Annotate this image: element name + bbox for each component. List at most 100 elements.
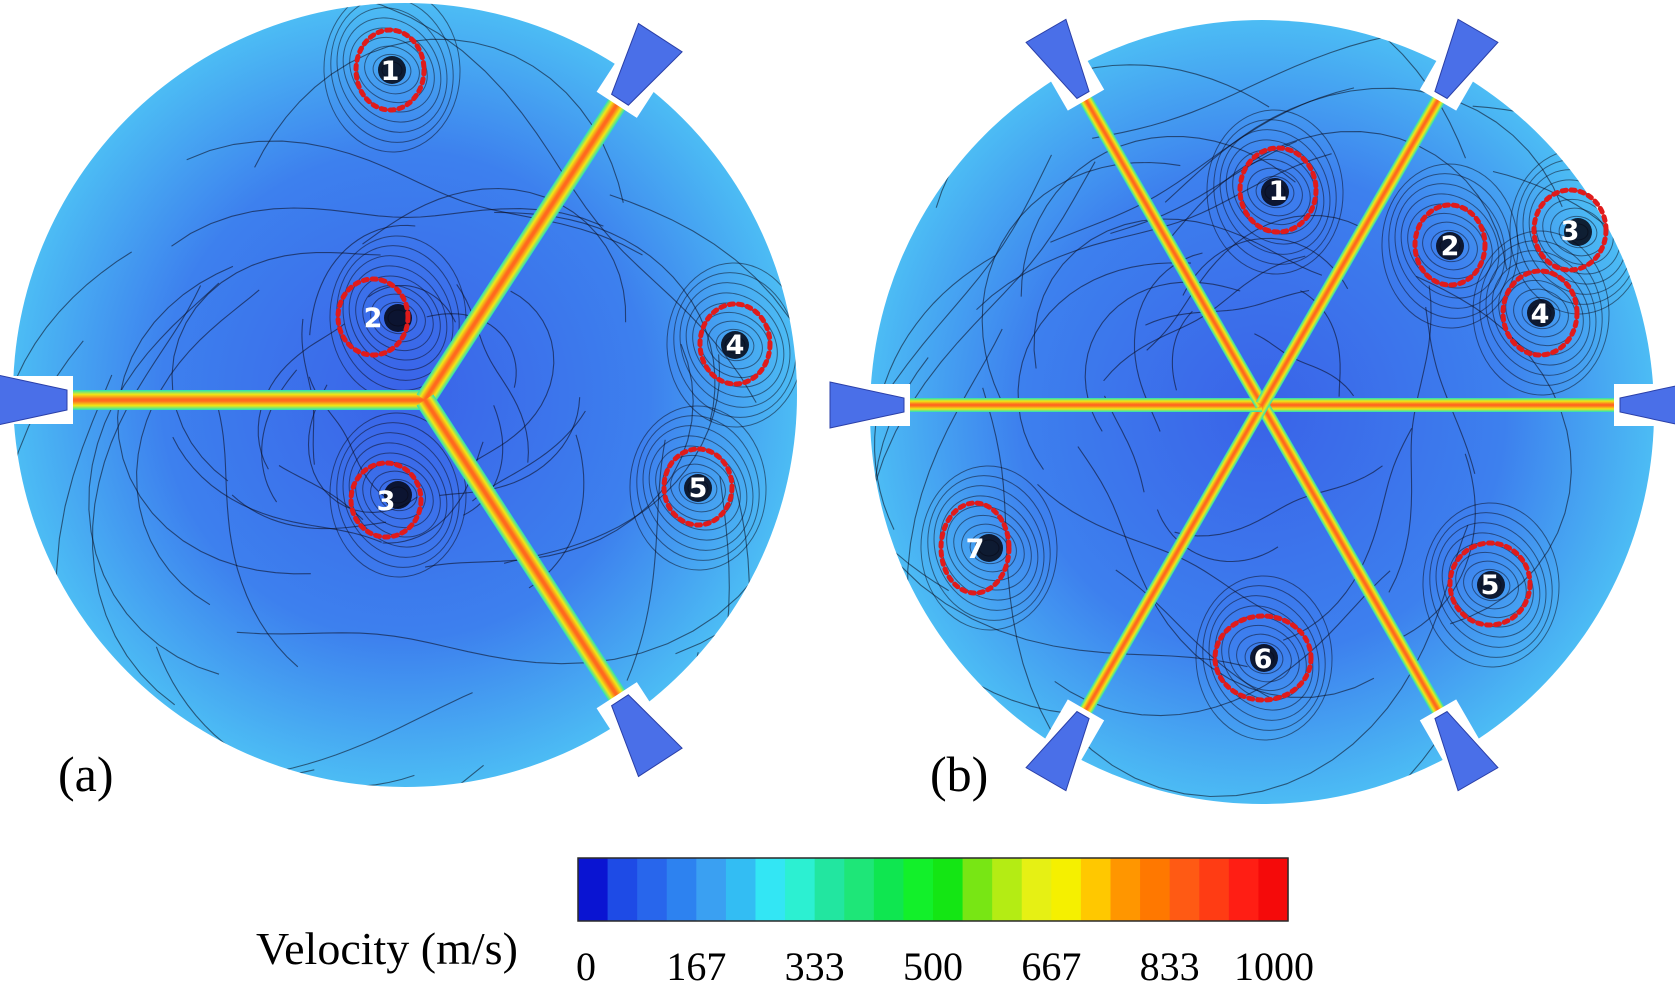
colorbar-swatch [903,858,934,921]
streamline [1254,333,1355,397]
vortex-number: 2 [1441,231,1460,262]
jets-a [0,22,683,778]
jet-core [416,49,658,406]
streamline [92,285,202,706]
colorbar-swatch [1080,858,1112,921]
vortex-marker: 3 [348,460,424,540]
streamline [1182,237,1349,296]
vortex-streamline [953,514,1025,582]
streamline [236,574,758,665]
vortex-ring [348,460,424,540]
vortex-streamline [1228,624,1300,692]
streamline [362,187,627,323]
vortex-streamline [1195,575,1333,741]
vortex-streamline [678,471,718,505]
streamline [319,3,757,403]
colorbar-swatch [933,858,964,921]
streamline [231,494,387,530]
colorbar-tick-label: 0 [576,944,596,989]
streamline [1388,285,1432,593]
vortex-streamline [1472,230,1610,396]
vortex-streamline [1430,229,1470,263]
vortex-streamline [670,463,726,513]
vortex-streamline [1429,512,1553,658]
vortex-streamline [679,282,791,408]
jet [416,394,683,778]
vortex-ring [1412,202,1488,288]
streamline [1072,524,1469,798]
vortex-streamline [342,255,454,381]
vortex-streamline [666,262,797,428]
colorbar-tick-label: 167 [666,944,726,989]
vortex-marker: 3 [1531,187,1609,273]
streamline [870,245,949,592]
streamline [874,255,996,530]
jet [1025,18,1269,409]
vortex-ring [335,276,411,358]
streamline [368,284,456,323]
vortex-core [378,56,406,84]
vortex-ring [1447,540,1533,628]
vortex-marker: 7 [938,500,1012,596]
vortex-marker: 4 [1500,268,1580,358]
vortex-marker: 1 [1237,145,1319,235]
streamline [88,282,220,675]
vortex-ring [1212,613,1314,703]
colorbar-swatch [992,858,1023,921]
panel-a: 1 2 3 4 5 (a) [0,3,797,802]
vortex-core [684,474,712,502]
vortex-streamline [330,3,454,143]
streamline [870,302,1248,668]
colorbar-swatch [1169,858,1200,921]
vortex-number: 1 [1269,176,1288,207]
vortex-number: 5 [689,473,708,504]
vortex-streamline [342,17,442,123]
colorbar-swatch [1110,858,1141,921]
vortex-marker: 5 [1447,540,1533,628]
vortex-core [1250,644,1278,672]
streamline [307,384,418,513]
vortex-marker: 2 [1412,202,1488,288]
vortex-streamline [1441,532,1541,638]
vortex-streamline [1394,183,1506,309]
vortex-streamline [1202,585,1326,731]
vortex-streamline [1491,260,1591,366]
streamline [1145,289,1310,326]
jets-b [829,18,1675,792]
jet-core [1262,398,1674,412]
injector [0,375,68,425]
jet [1255,401,1499,792]
vortex-streamline [1208,595,1320,721]
colorbar-tick-label: 333 [785,944,845,989]
streamline [257,323,345,470]
vortex-core [721,331,749,359]
jet-core [850,398,1262,412]
injector [1619,385,1675,425]
vortex-streamline [961,523,1017,573]
colorbar-swatch [725,858,757,921]
panel-label-a: (a) [58,746,114,802]
vortex-marker: 1 [353,27,427,113]
colorbar-swatch [578,858,609,921]
vortex-streamline [378,478,418,512]
jet [1255,18,1499,409]
streamline [439,397,581,496]
velocity-colorbar: Velocity (m/s) 0 167 333 500 667 833 1000 [256,857,1314,989]
colorbar-swatches [578,858,1289,921]
streamline [172,436,382,543]
colorbar-swatch [1258,858,1289,921]
colorbar-swatch [1140,858,1171,921]
jet-core [1049,401,1269,766]
colorbar-swatch [1228,858,1260,921]
colorbar-tick-label: 500 [903,944,963,989]
vortex-streamline [1422,221,1478,271]
vortex-ring [697,301,773,387]
vortex-streamline [336,422,460,568]
vortex-streamline [1213,119,1337,265]
vortex-streamline [370,293,426,343]
vortex-streamline [355,452,441,538]
vortex-number: 4 [1531,299,1550,330]
streamline [215,399,299,668]
colorbar-ticks: 0 167 333 500 667 833 1000 [576,944,1314,989]
